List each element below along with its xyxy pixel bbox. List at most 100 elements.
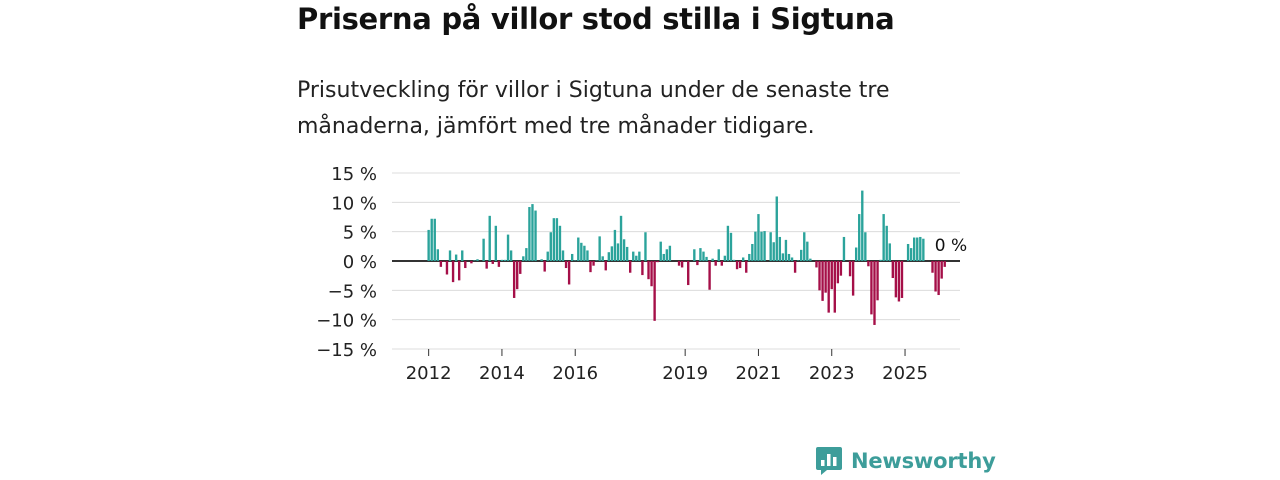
bar [616, 243, 620, 261]
bar [448, 250, 452, 261]
newsworthy-logo-icon [816, 447, 842, 475]
x-tick-label: 2012 [406, 363, 452, 384]
bar [647, 261, 650, 280]
bar [552, 218, 556, 261]
bar [723, 255, 727, 261]
bar [677, 261, 681, 266]
bar [488, 215, 491, 261]
newsworthy-logo[interactable]: Newsworthy [815, 446, 996, 476]
bar [937, 261, 940, 296]
x-tick-label: 2019 [662, 363, 708, 384]
bar [577, 237, 580, 261]
bar [586, 250, 589, 261]
bar [558, 225, 562, 261]
bar [567, 261, 571, 285]
bar [516, 261, 519, 290]
bar [787, 253, 791, 261]
bar [604, 261, 607, 271]
bar [491, 261, 494, 264]
bar [803, 232, 806, 261]
bar [720, 261, 723, 266]
bar [781, 253, 785, 261]
bar [464, 261, 467, 269]
bar [824, 261, 827, 293]
chart-title: Priserna på villor stod stilla i Sigtuna [297, 2, 895, 36]
bar [885, 225, 888, 261]
bar [653, 261, 656, 321]
bar [858, 214, 861, 261]
bar [714, 261, 717, 266]
x-tick-label: 2016 [552, 363, 598, 384]
bar [454, 254, 458, 261]
x-tick-label: 2023 [809, 363, 855, 384]
bar [882, 214, 885, 261]
bar [476, 259, 479, 261]
bar [497, 261, 501, 267]
bar [470, 261, 473, 264]
x-tick-label: 2025 [882, 363, 928, 384]
bar [607, 252, 611, 261]
bar [796, 260, 800, 261]
bar [909, 248, 913, 261]
bar [546, 251, 549, 261]
bar [601, 256, 604, 261]
bar [757, 214, 760, 261]
bar [891, 261, 895, 279]
bar [519, 261, 522, 274]
y-tick-label: −10 % [316, 311, 377, 332]
bar [864, 232, 867, 261]
bar [632, 251, 635, 261]
bar [754, 231, 757, 261]
bar [564, 261, 568, 269]
x-tick-label: 2014 [479, 363, 525, 384]
bar [705, 256, 708, 261]
bar [549, 232, 552, 261]
bar [934, 261, 937, 292]
bar [806, 241, 809, 261]
bar [818, 261, 821, 291]
bar [436, 249, 439, 261]
bar [729, 232, 733, 261]
bar [629, 261, 632, 273]
bar [457, 261, 461, 281]
bar [650, 261, 653, 287]
bar [525, 248, 528, 261]
brand-name: Newsworthy [851, 449, 996, 473]
bar [500, 259, 504, 261]
last-value-label: 0 % [935, 236, 967, 256]
x-axis: 2012 2014 2016 2019 2021 2023 2025 [406, 349, 928, 384]
bar [861, 190, 864, 261]
bar [595, 260, 598, 261]
bar [800, 249, 803, 261]
bar [635, 255, 638, 261]
bar [659, 241, 662, 261]
bar [439, 261, 443, 267]
bar [897, 261, 901, 302]
bar [528, 207, 531, 261]
bar [769, 232, 772, 261]
bar [738, 261, 742, 269]
bar [494, 225, 498, 261]
bar [732, 259, 736, 261]
bar [711, 258, 714, 261]
bar [793, 261, 797, 273]
bar [900, 261, 904, 298]
bar [790, 257, 794, 261]
bar [836, 261, 840, 284]
bar [570, 253, 574, 261]
bar [445, 261, 449, 275]
bar [598, 236, 601, 261]
bar [543, 261, 546, 272]
bar [745, 261, 748, 273]
bar [540, 259, 543, 261]
bar [717, 249, 720, 261]
bar-chart: 15 %10 %5 %0 %−5 %−10 %−15 % 2012 2014 201… [316, 164, 967, 384]
bar [683, 261, 687, 262]
x-tick-label: 2021 [736, 363, 782, 384]
bar [485, 261, 488, 269]
bar [772, 242, 775, 261]
bar [833, 261, 836, 313]
bar [922, 238, 925, 261]
bar [876, 261, 879, 301]
bar [430, 218, 433, 261]
